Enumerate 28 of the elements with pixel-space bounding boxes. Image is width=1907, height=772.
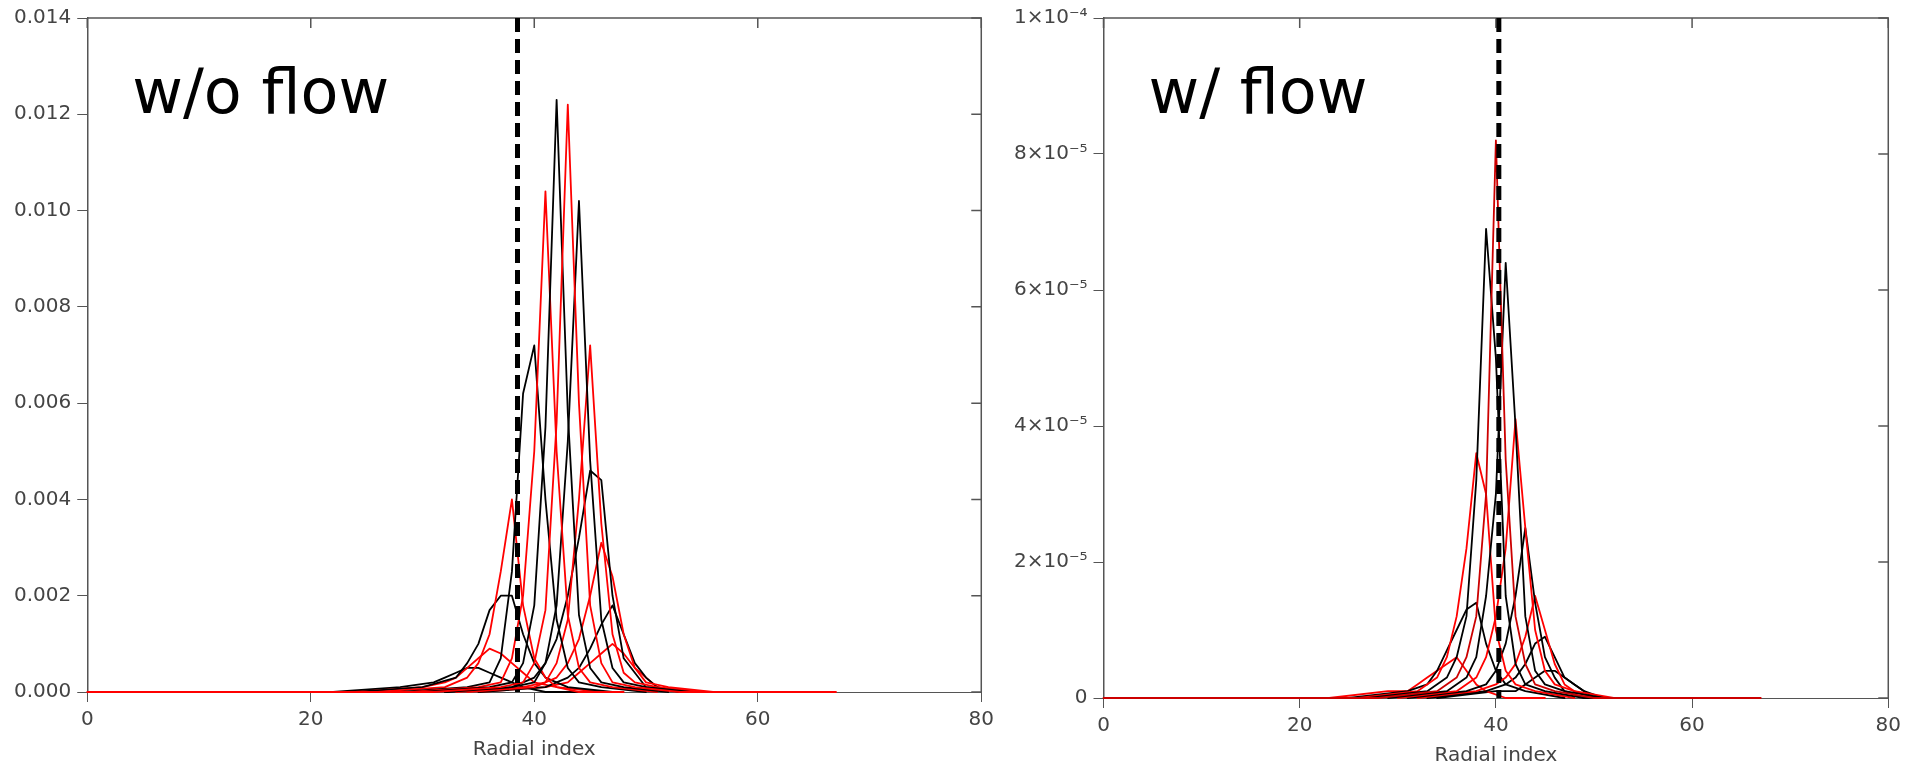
y-tick-label: 0.000	[13, 678, 72, 703]
x-axis-title: Radial index	[1434, 742, 1558, 767]
x-tick-label: 80	[968, 706, 994, 731]
y-tick-label: 0	[1074, 684, 1088, 709]
x-tick-label: 80	[1875, 712, 1901, 737]
x-tick-label: 20	[298, 706, 324, 731]
y-tick-label: 1×10⁻⁴	[1013, 4, 1088, 29]
y-tick-label: 0.002	[13, 581, 72, 606]
x-tick-label: 60	[1679, 712, 1705, 737]
annotation: w/ flow	[1148, 55, 1368, 128]
y-tick-label: 0.012	[13, 100, 72, 125]
x-tick-label: 40	[1483, 712, 1509, 737]
y-tick-label: 8×10⁻⁵	[1013, 140, 1088, 165]
x-tick-label: 60	[745, 706, 771, 731]
y-tick-label: 0.010	[13, 196, 72, 221]
y-tick-label: 2×10⁻⁵	[1013, 548, 1088, 573]
y-tick-label: 0.006	[13, 389, 72, 414]
x-tick-label: 40	[521, 706, 547, 731]
x-axis-title: Radial index	[472, 736, 596, 761]
y-tick-label: 0.008	[13, 293, 72, 318]
y-tick-label: 0.004	[13, 485, 72, 510]
y-tick-label: 6×10⁻⁵	[1013, 276, 1088, 301]
y-tick-label: 0.014	[13, 4, 72, 29]
y-tick-label: 4×10⁻⁵	[1013, 412, 1088, 437]
x-tick-label: 0	[80, 706, 94, 731]
x-tick-label: 20	[1286, 712, 1313, 737]
x-tick-label: 0	[1097, 712, 1110, 737]
annotation: w/o flow	[132, 55, 390, 128]
